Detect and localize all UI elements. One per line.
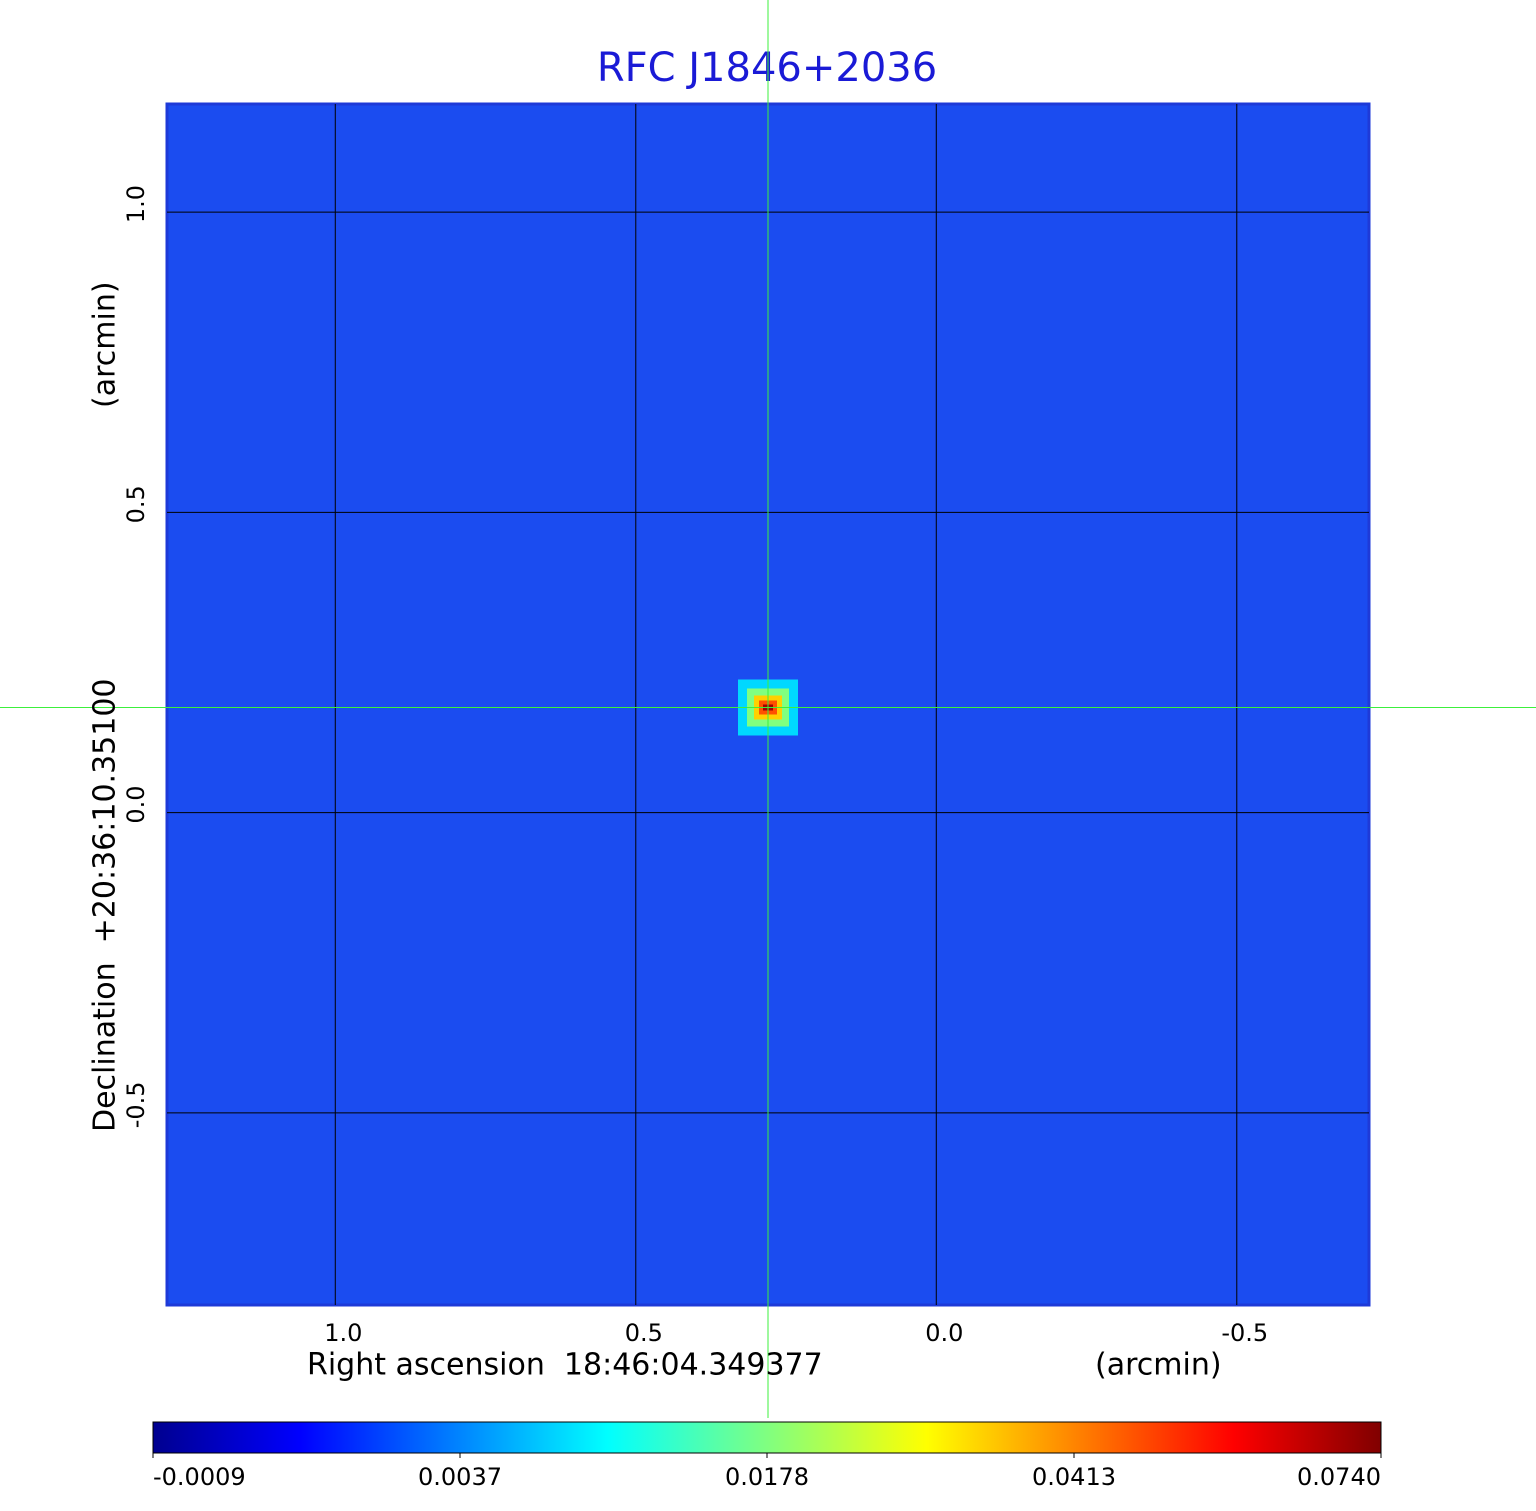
x-axis-label: Right ascension 18:46:04.349377 — [307, 1348, 823, 1383]
colorbar — [152, 1421, 1382, 1454]
colorbar-tick-label: 0.0740 — [1297, 1463, 1381, 1491]
colorbar-tick-label: 0.0178 — [725, 1463, 809, 1491]
y-tick-label: -0.5 — [122, 1081, 150, 1128]
colorbar-tick-label: 0.0413 — [1032, 1463, 1116, 1491]
chart-title: RFC J1846+2036 — [597, 45, 937, 91]
colorbar-tick-label: -0.0009 — [153, 1463, 246, 1491]
x-tick-label: -0.5 — [1221, 1319, 1268, 1347]
x-tick-label: 0.5 — [625, 1319, 663, 1347]
x-tick-label: 0.0 — [925, 1319, 963, 1347]
x-axis-unit: (arcmin) — [1095, 1348, 1222, 1383]
y-tick-label: 0.0 — [122, 786, 150, 824]
y-tick-label: 0.5 — [122, 485, 150, 523]
y-tick-label: 1.0 — [122, 185, 150, 223]
y-axis-unit: (arcmin) — [88, 281, 123, 408]
x-tick-label: 1.0 — [324, 1319, 362, 1347]
y-axis-label: Declination +20:36:10.35100 — [88, 678, 123, 1132]
colorbar-tick-label: 0.0037 — [418, 1463, 502, 1491]
